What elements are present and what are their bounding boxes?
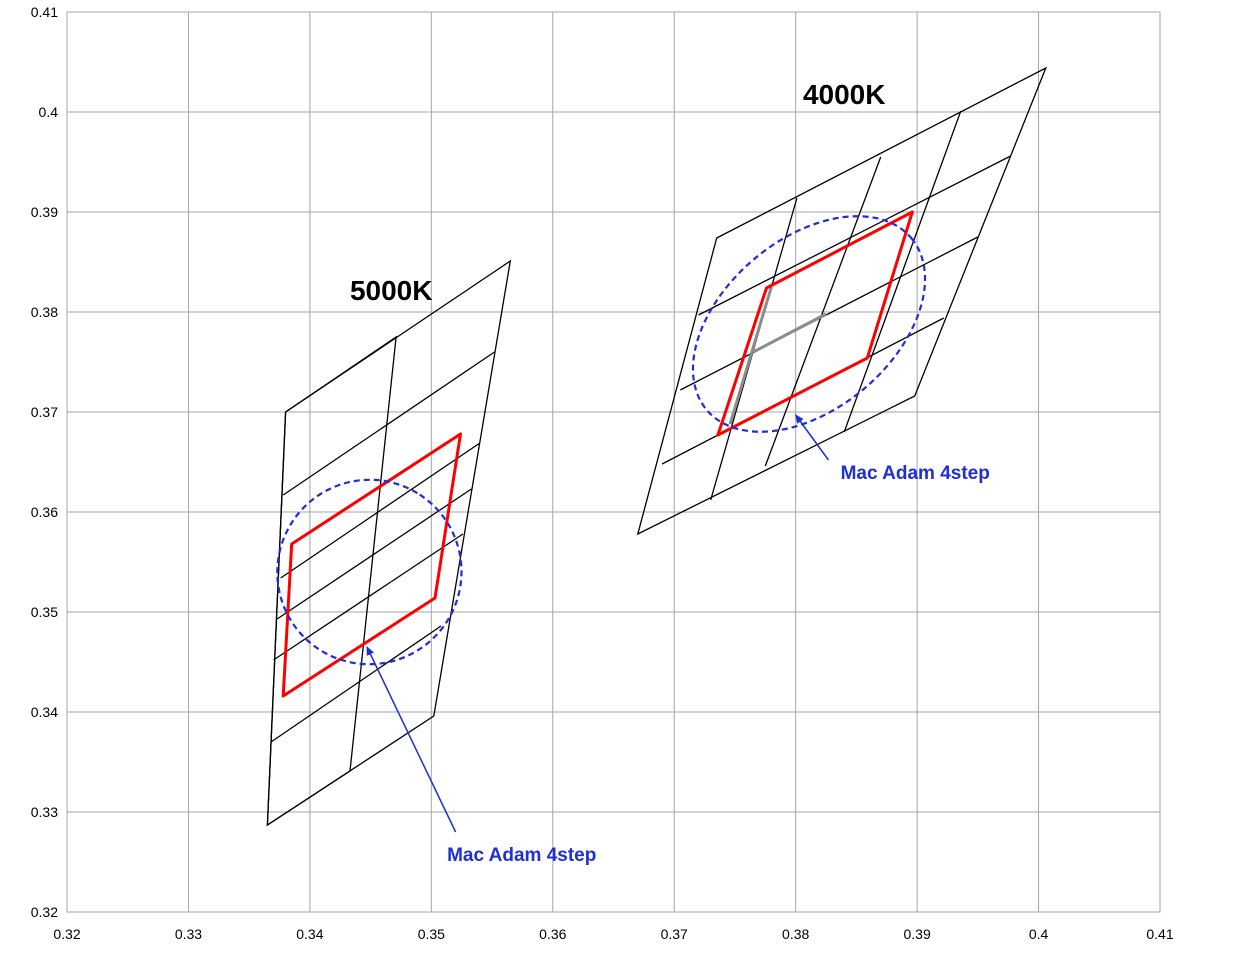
y-tick-label: 0.36 — [31, 504, 58, 520]
x-tick-label: 0.33 — [175, 926, 202, 942]
gray-bin-line-4000k — [728, 286, 773, 425]
x-tick-label: 0.37 — [661, 926, 688, 942]
y-tick-label: 0.35 — [31, 604, 58, 620]
text-layer: Mac Adam 4step 5000K Mac Adam 4step 4000K — [350, 79, 990, 866]
x-tick-label: 0.41 — [1146, 926, 1173, 942]
gray-bin-line-4000k — [752, 312, 827, 354]
quadrangle-outline-5000k — [266, 259, 512, 827]
grid-layer — [66, 11, 1161, 913]
bin-outline-4000k — [716, 210, 914, 437]
quadrangle-line-5000k — [273, 533, 464, 661]
quadrangle-line-4000k — [680, 236, 979, 391]
x-tick-label: 0.4 — [1029, 926, 1049, 942]
quadrangle-line-5000k — [282, 351, 495, 496]
y-tick-label: 0.39 — [31, 204, 58, 220]
y-tick-label: 0.4 — [39, 104, 59, 120]
quadrangle-line-5000k — [270, 625, 442, 743]
y-tick-label: 0.41 — [31, 4, 58, 20]
quadrangle-line-4000k — [764, 156, 882, 467]
macadam-ellipse-5000k — [276, 478, 463, 666]
quadrangle-line-4000k — [843, 110, 962, 433]
x-tick-label: 0.32 — [53, 926, 80, 942]
plot-area-frame — [66, 11, 1161, 913]
axes-layer: 0.32 0.33 0.34 0.35 0.36 0.37 0.38 0.39 0.4 0.41 0… — [31, 4, 1174, 942]
group-label-4000k: 4000K — [803, 79, 886, 110]
annotation-arrow-4000k — [795, 414, 830, 461]
x-tick-label: 0.38 — [782, 926, 809, 942]
annotation-label-4000k: Mac Adam 4step — [841, 463, 990, 484]
quadrangle-line-5000k — [280, 442, 481, 579]
x-tick-label: 0.35 — [418, 926, 445, 942]
bin-outline-5000k — [281, 432, 462, 698]
x-tick-label: 0.39 — [903, 926, 930, 942]
y-tick-label: 0.38 — [31, 304, 58, 320]
x-tick-label: 0.34 — [296, 926, 323, 942]
quadrangle-line-4000k — [698, 155, 1011, 316]
y-tick-label: 0.37 — [31, 404, 58, 420]
annotation-label-5000k: Mac Adam 4step — [447, 845, 596, 866]
x-tick-label: 0.36 — [539, 926, 566, 942]
y-tick-label: 0.34 — [31, 704, 58, 720]
group-label-5000k: 5000K — [350, 275, 433, 306]
quadrangle-outline-5000k — [266, 335, 397, 827]
y-tick-label: 0.33 — [31, 804, 58, 820]
y-tick-label: 0.32 — [31, 904, 58, 920]
data-layer — [266, 66, 1048, 833]
annotation-arrow-5000k — [366, 646, 457, 833]
quadrangle-outline-4000k — [636, 66, 1048, 536]
macadam-ellipse-4000k — [691, 215, 927, 433]
